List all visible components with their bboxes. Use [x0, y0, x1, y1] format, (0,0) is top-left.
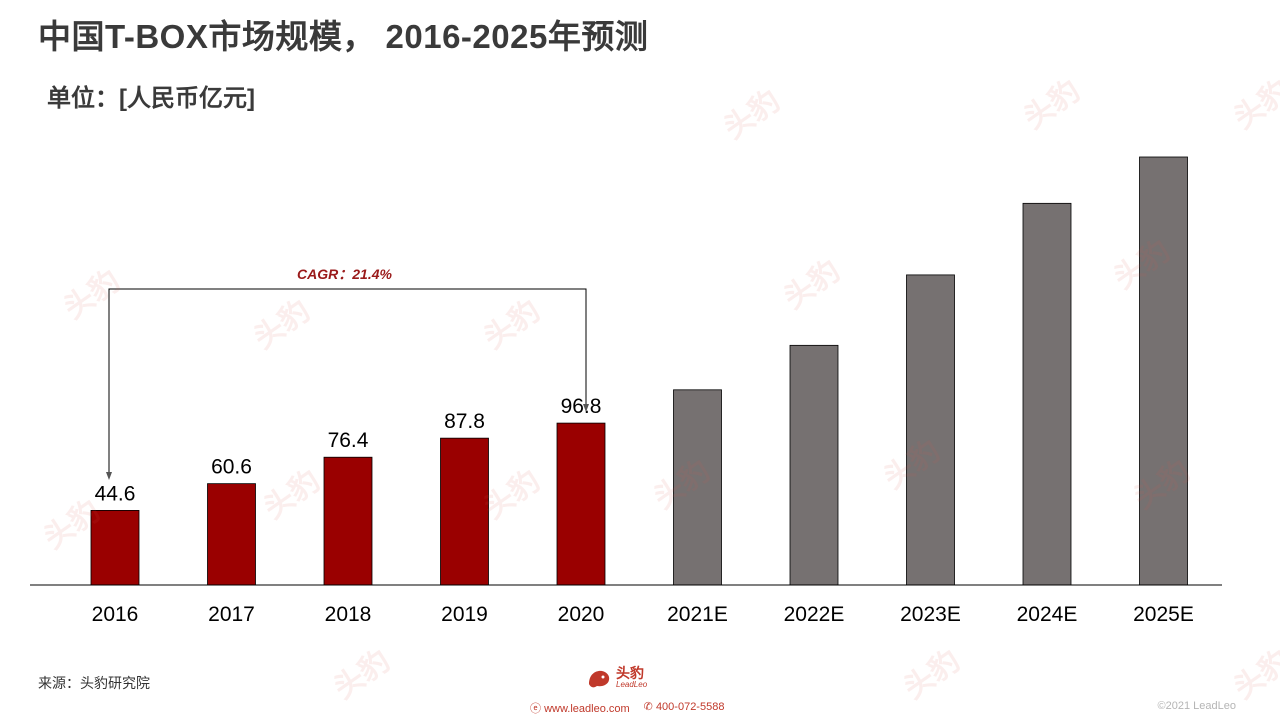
phone-icon: ✆ [643, 701, 653, 713]
cagr-bracket [108, 288, 587, 478]
copyright: ©2021 LeadLeo [1157, 700, 1236, 712]
footer-contact: ⓔ www.leadleo.com ✆ 400-072-5588 [530, 700, 724, 716]
bar-2022E [789, 344, 839, 586]
x-tick-label: 2022E [784, 603, 845, 626]
bar-2019 [440, 437, 489, 586]
x-tick-label: 2019 [441, 603, 488, 626]
data-label: 87.8 [444, 410, 485, 433]
phone-info: ✆ 400-072-5588 [644, 700, 725, 716]
footer-logo: 头豹 LeadLeo [586, 666, 647, 690]
data-label: 76.4 [328, 429, 369, 452]
bar-2017 [207, 483, 256, 586]
page-title: 中国T-BOX市场规模， 2016-2025年预测 [38, 18, 649, 55]
data-label: 96.8 [561, 395, 602, 418]
bar-2020 [556, 422, 606, 586]
source-note: 来源：头豹研究院 [38, 675, 150, 691]
cagr-arrow-right [583, 404, 589, 412]
x-tick-label: 2020 [558, 603, 605, 626]
bar-2016 [90, 510, 140, 586]
data-label: 60.6 [211, 456, 252, 479]
leopard-logo-icon [589, 670, 610, 688]
x-tick-label: 2017 [208, 603, 255, 626]
bar-chart: 2016 44.6 2017 60.6 2018 76.4 2019 87.8 2020 96.8… [30, 156, 1222, 626]
globe-icon: ⓔ [530, 703, 541, 715]
bar-2018 [323, 456, 373, 586]
bar-2024E [1022, 202, 1072, 586]
x-tick-label: 2023E [900, 603, 961, 626]
x-tick-label: 2025E [1133, 603, 1194, 626]
x-tick-label: 2024E [1017, 603, 1078, 626]
brand-sub: LeadLeo [616, 680, 648, 689]
data-label: 44.6 [95, 482, 136, 505]
brand-name: 头豹 [616, 665, 644, 681]
bar-2021E [673, 389, 722, 586]
website-link[interactable]: ⓔ www.leadleo.com [530, 700, 630, 716]
unit-label: 单位：[人民币亿元] [47, 85, 255, 112]
cagr-label: CAGR：21.4% [297, 266, 392, 282]
x-tick-label: 2016 [92, 603, 139, 626]
x-tick-label: 2021E [667, 603, 728, 626]
x-tick-label: 2018 [325, 603, 372, 626]
bar-2025E [1139, 156, 1188, 586]
bar-2023E [906, 274, 955, 586]
phone-text: 400-072-5588 [655, 701, 725, 713]
cagr-arrow-left [106, 472, 112, 480]
website-text: www.leadleo.com [544, 703, 630, 715]
